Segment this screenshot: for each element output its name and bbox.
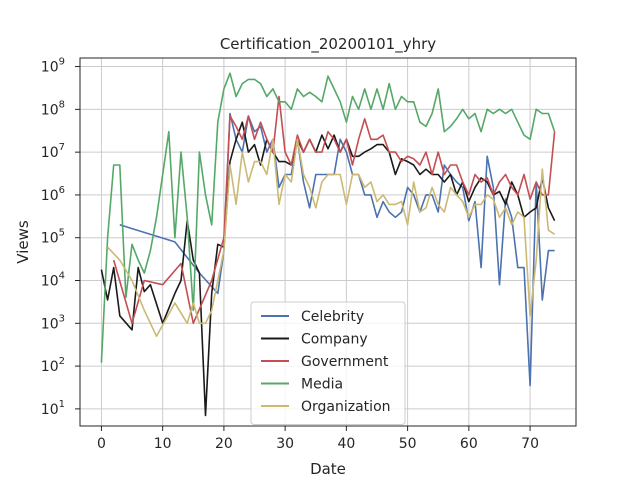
y-tick-label: 107 xyxy=(41,142,65,161)
y-tick-label: 103 xyxy=(41,313,65,332)
x-tick-label: 50 xyxy=(399,436,417,452)
chart-title: Certification_20200101_yhry xyxy=(220,35,436,54)
series-line-media xyxy=(100,72,556,363)
plot-frame xyxy=(79,57,577,427)
legend-label-company: Company xyxy=(301,332,368,348)
legend-label-government: Government xyxy=(301,354,389,370)
y-tick-label: 109 xyxy=(41,57,65,76)
x-tick-label: 70 xyxy=(521,436,539,452)
series-lines xyxy=(100,72,556,417)
y-tick-label: 101 xyxy=(41,399,65,418)
x-tick-label: 20 xyxy=(215,436,233,452)
y-tick-label: 106 xyxy=(41,185,65,204)
series-line-company xyxy=(100,121,556,417)
y-tick-labels: 101 102 103 104 105 106 107 108 109 xyxy=(41,57,80,418)
x-axis-label: Date xyxy=(310,460,346,478)
series-line-organization xyxy=(107,138,556,338)
y-tick-label: 108 xyxy=(41,99,65,118)
x-tick-label: 60 xyxy=(460,436,478,452)
legend-label-organization: Organization xyxy=(301,399,391,415)
x-tick-labels: 0 10 20 30 40 50 60 70 xyxy=(97,426,539,452)
series-line-government xyxy=(112,95,556,325)
x-tick-label: 30 xyxy=(276,436,294,452)
x-tick-label: 10 xyxy=(154,436,172,452)
legend-box xyxy=(250,301,406,425)
x-tick-label: 0 xyxy=(97,436,106,452)
legend: Celebrity Company Government Media Organizat… xyxy=(250,301,406,425)
legend-label-media: Media xyxy=(301,377,343,393)
x-tick-label: 40 xyxy=(337,436,355,452)
legend-label-celebrity: Celebrity xyxy=(301,309,364,325)
y-axis-label: Views xyxy=(14,220,32,264)
y-tick-label: 105 xyxy=(41,228,65,247)
y-tick-label: 104 xyxy=(41,271,65,290)
y-tick-label: 102 xyxy=(41,356,65,375)
